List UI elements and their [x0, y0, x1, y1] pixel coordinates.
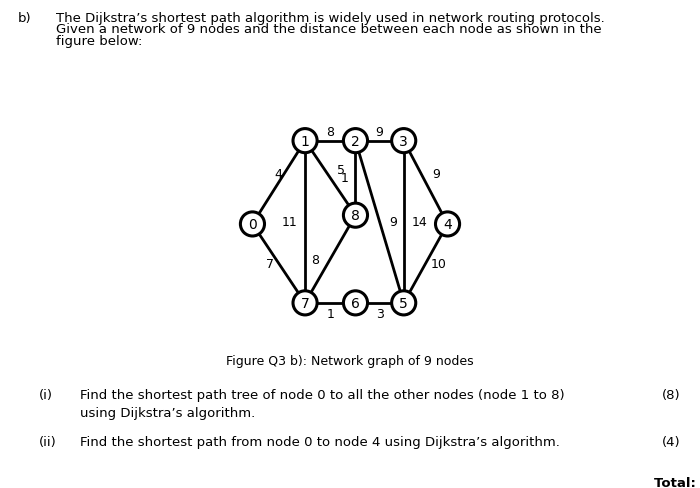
- Text: 1: 1: [326, 308, 334, 321]
- Circle shape: [293, 291, 317, 315]
- Text: 2: 2: [351, 134, 360, 148]
- Text: (4): (4): [662, 435, 680, 448]
- Circle shape: [391, 291, 416, 315]
- Circle shape: [344, 203, 368, 228]
- Text: 0: 0: [248, 218, 257, 231]
- Text: Total: 26: Total: 26: [654, 476, 700, 488]
- Text: 3: 3: [376, 308, 384, 321]
- Text: (i): (i): [38, 388, 52, 401]
- Circle shape: [293, 129, 317, 153]
- Text: b): b): [18, 12, 31, 25]
- Text: The Dijkstra’s shortest path algorithm is widely used in network routing protoco: The Dijkstra’s shortest path algorithm i…: [56, 12, 605, 25]
- Circle shape: [344, 129, 368, 153]
- Text: using Dijkstra’s algorithm.: using Dijkstra’s algorithm.: [80, 406, 256, 419]
- Text: 7: 7: [301, 296, 309, 310]
- Text: Find the shortest path tree of node 0 to all the other nodes (node 1 to 8): Find the shortest path tree of node 0 to…: [80, 388, 565, 401]
- Text: 8: 8: [326, 126, 335, 139]
- Text: 3: 3: [399, 134, 408, 148]
- Text: 11: 11: [282, 216, 298, 229]
- Text: 9: 9: [376, 126, 384, 139]
- Text: 10: 10: [430, 257, 447, 270]
- Circle shape: [435, 212, 460, 237]
- Text: 9: 9: [433, 168, 440, 181]
- Text: figure below:: figure below:: [56, 35, 142, 48]
- Text: (8): (8): [662, 388, 680, 401]
- Text: 7: 7: [266, 257, 274, 270]
- Text: 6: 6: [351, 296, 360, 310]
- Text: Given a network of 9 nodes and the distance between each node as shown in the: Given a network of 9 nodes and the dista…: [56, 23, 601, 37]
- Text: 14: 14: [411, 216, 427, 229]
- Text: (ii): (ii): [38, 435, 56, 448]
- Text: 5: 5: [337, 163, 345, 176]
- Text: 8: 8: [311, 253, 319, 266]
- Text: 4: 4: [275, 168, 283, 181]
- Text: 4: 4: [443, 218, 452, 231]
- Circle shape: [391, 129, 416, 153]
- Circle shape: [240, 212, 265, 237]
- Text: 8: 8: [351, 209, 360, 223]
- Text: 5: 5: [399, 296, 408, 310]
- Text: 9: 9: [389, 216, 397, 229]
- Circle shape: [344, 291, 368, 315]
- Text: 1: 1: [300, 134, 309, 148]
- Text: Figure Q3 b): Network graph of 9 nodes: Figure Q3 b): Network graph of 9 nodes: [226, 354, 474, 367]
- Text: Find the shortest path from node 0 to node 4 using Dijkstra’s algorithm.: Find the shortest path from node 0 to no…: [80, 435, 561, 448]
- Text: 1: 1: [341, 172, 349, 185]
